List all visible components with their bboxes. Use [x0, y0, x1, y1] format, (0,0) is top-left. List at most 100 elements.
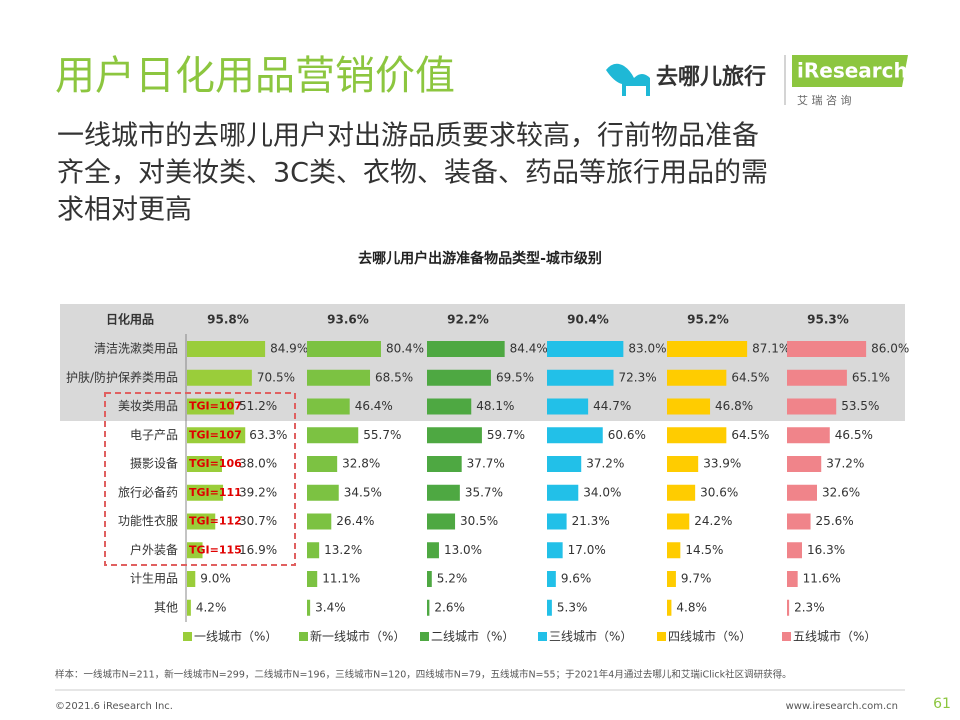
bar: [787, 513, 811, 530]
qunar-logo: 去哪儿旅行: [606, 63, 766, 96]
legend-label: 一线城市（%）: [194, 629, 277, 644]
value-label: 46.4%: [355, 399, 393, 413]
value-label: 65.1%: [852, 370, 890, 384]
value-label: 4.2%: [196, 600, 227, 614]
iresearch-name: iResearch: [797, 59, 908, 83]
bar: [667, 456, 699, 472]
legend-label: 四线城市（%）: [668, 629, 751, 644]
value-label: 2.3%: [794, 600, 825, 614]
subtitle-line: 一线城市的去哪儿用户对出游品质要求较高，行前物品准备: [57, 121, 759, 152]
value-label: 72.3%: [619, 370, 657, 384]
legend-label: 新一线城市（%）: [310, 629, 405, 644]
bar: [547, 484, 579, 501]
bar: [187, 599, 191, 616]
legend-swatch: [782, 632, 791, 641]
bar: [187, 513, 216, 530]
iresearch-cn: 艾 瑞 咨 询: [797, 93, 852, 107]
bar: [427, 542, 439, 559]
value-label: 46.5%: [835, 428, 873, 442]
category-label: 旅行必备药: [118, 485, 178, 499]
bar: [307, 427, 359, 444]
bar: [667, 513, 690, 530]
value-label: 37.2%: [826, 457, 864, 471]
value-label: 13.0%: [444, 543, 482, 557]
value-label: 5.3%: [557, 600, 588, 614]
value-label: 9.7%: [681, 572, 712, 586]
value-label: 30.5%: [460, 514, 498, 528]
bar: [307, 341, 381, 357]
bar: [547, 599, 552, 616]
category-label: 摄影设备: [130, 456, 178, 471]
qunar-name: 去哪儿旅行: [656, 64, 766, 90]
bar: [187, 369, 252, 386]
value-label: 69.5%: [496, 370, 534, 384]
value-label: 35.7%: [465, 485, 503, 499]
bar: [787, 369, 847, 386]
bar: [187, 542, 203, 559]
iresearch-box: [792, 55, 908, 87]
bar: [307, 542, 320, 559]
bar: [307, 513, 332, 530]
legend-label: 三线城市（%）: [549, 629, 632, 644]
category-label: 其他: [154, 600, 178, 614]
legend-swatch: [538, 632, 547, 641]
value-label: 26.4%: [336, 514, 374, 528]
bar: [427, 456, 462, 472]
value-label: 4.8%: [676, 600, 707, 614]
tgi-label: TGI=112: [189, 515, 242, 528]
bar: [427, 427, 482, 444]
bar: [787, 341, 867, 357]
value-label: 53.5%: [841, 399, 879, 413]
value-label: 13.2%: [324, 543, 362, 557]
value-label: 59.7%: [487, 428, 525, 442]
bar: [427, 513, 456, 530]
bar: [307, 571, 318, 587]
value-label: 46.8%: [715, 399, 753, 413]
header-total: 95.2%: [687, 313, 729, 327]
bar: [667, 484, 696, 501]
value-label: 17.0%: [568, 543, 606, 557]
bar: [307, 599, 311, 616]
bar: [187, 571, 196, 587]
value-label: 34.5%: [344, 485, 382, 499]
bar: [187, 484, 224, 501]
bar: [427, 484, 460, 501]
bar: [427, 398, 472, 415]
value-label: 32.6%: [822, 485, 860, 499]
category-label: 护肤/防护保养类用品: [66, 369, 178, 384]
value-label: 83.0%: [628, 342, 666, 356]
header-total: 95.3%: [807, 313, 849, 327]
header-total: 90.4%: [567, 313, 609, 327]
value-label: 32.8%: [342, 457, 380, 471]
value-label: 21.3%: [572, 514, 610, 528]
value-label: 37.2%: [586, 457, 624, 471]
bar: [667, 341, 748, 357]
value-label: 5.2%: [437, 572, 468, 586]
bar: [787, 484, 817, 501]
bar: [547, 427, 603, 444]
bar: [307, 484, 339, 501]
header-total: 92.2%: [447, 313, 489, 327]
bar: [307, 369, 371, 386]
category-label: 功能性衣服: [118, 513, 178, 528]
bar: [187, 398, 235, 415]
subtitle-line: 求相对更高: [57, 195, 192, 226]
value-label: 44.7%: [593, 399, 631, 413]
bar: [667, 427, 727, 444]
header-total: 93.6%: [327, 313, 369, 327]
bar: [187, 456, 222, 472]
value-label: 39.2%: [239, 485, 277, 499]
value-label: 51.2%: [239, 399, 277, 413]
page-number: 61: [933, 696, 951, 712]
bar: [427, 369, 491, 386]
value-label: 86.0%: [871, 342, 909, 356]
value-label: 64.5%: [731, 428, 769, 442]
bar: [547, 513, 567, 530]
value-label: 64.5%: [731, 370, 769, 384]
value-label: 48.1%: [476, 399, 514, 413]
value-label: 30.7%: [239, 514, 277, 528]
value-label: 68.5%: [375, 370, 413, 384]
value-label: 2.6%: [434, 600, 465, 614]
bar: [187, 341, 266, 357]
value-label: 70.5%: [257, 370, 295, 384]
